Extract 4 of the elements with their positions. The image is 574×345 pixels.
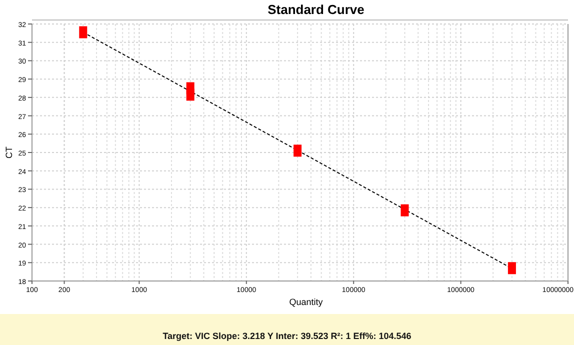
chart-title: Standard Curve	[268, 2, 364, 17]
y-axis-title: CT	[4, 146, 14, 158]
x-axis-title: Quantity	[289, 297, 324, 307]
text: Target: VIC Slope: 3.218 Y Inter: 39.523 R²: 1 Eff%: 104.546	[162, 331, 412, 341]
